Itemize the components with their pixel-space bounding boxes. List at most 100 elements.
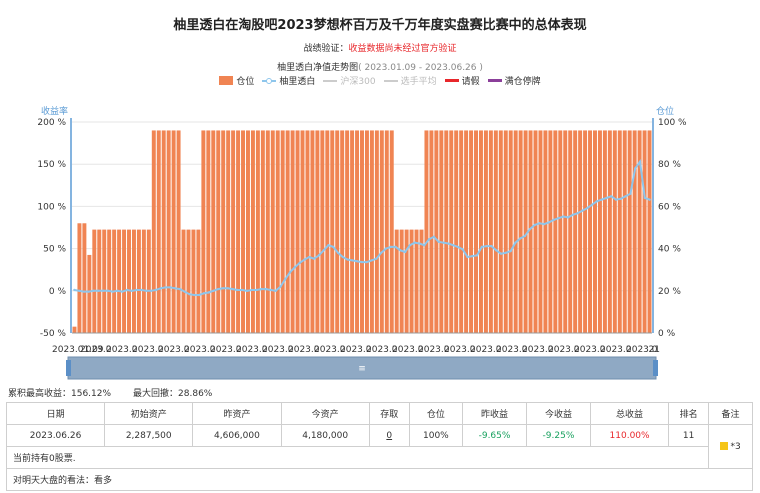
return-point	[82, 290, 86, 293]
table-row: 对明天大盘的看法：看多	[6, 468, 753, 491]
cell-yesterday-return: -9.65%	[462, 424, 527, 447]
position-bar	[622, 130, 627, 333]
position-bar	[523, 130, 528, 333]
range-grip-icon[interactable]: ≡	[358, 364, 366, 374]
position-bar	[186, 229, 191, 333]
position-bar	[310, 130, 315, 333]
return-point	[504, 251, 508, 255]
return-point	[399, 249, 402, 252]
position-bar	[181, 229, 186, 333]
position-bar	[503, 130, 508, 333]
return-point	[130, 289, 134, 292]
position-bar	[82, 223, 87, 333]
cell-rank: 11	[668, 424, 710, 447]
position-bar	[602, 130, 607, 333]
right-tick-label: 40 %	[658, 245, 681, 255]
x-tick-label: 2023.0	[184, 345, 216, 355]
left-tick-label: 150 %	[37, 160, 66, 170]
return-point	[111, 290, 114, 293]
return-point	[308, 255, 311, 259]
return-point	[164, 286, 167, 289]
return-point	[595, 200, 599, 203]
return-point	[298, 261, 301, 265]
position-bar	[127, 229, 131, 333]
position-bar	[275, 130, 280, 333]
position-bar	[280, 130, 285, 333]
position-bar	[573, 130, 578, 333]
return-point	[226, 287, 229, 290]
position-bar	[146, 229, 151, 333]
return-point	[610, 195, 613, 198]
legend-item-position[interactable]: 仓位	[219, 74, 254, 87]
position-bar	[444, 130, 449, 333]
return-point	[552, 218, 555, 222]
position-bar	[498, 130, 503, 333]
range-handle-left[interactable]	[66, 360, 71, 376]
return-point	[600, 198, 603, 201]
return-point	[269, 288, 273, 292]
position-bar	[315, 130, 320, 333]
position-bar	[226, 130, 231, 333]
position-bar	[424, 130, 429, 333]
return-point	[293, 265, 297, 269]
return-point	[562, 215, 565, 218]
position-bar	[72, 326, 77, 333]
table-row: 2023.06.26 2,287,500 4,606,000 4,180,000…	[5, 424, 753, 469]
cell-note[interactable]: *3	[708, 424, 753, 469]
legend-line-swatch	[262, 77, 277, 84]
position-bar	[533, 130, 538, 333]
return-point	[456, 245, 460, 249]
position-bar	[285, 130, 290, 333]
cell-today-return: -9.25%	[526, 424, 591, 447]
legend-item-leave[interactable]: 请假	[444, 74, 480, 87]
return-point	[101, 289, 105, 292]
position-bar	[558, 130, 563, 333]
legend-item-hs300[interactable]: 沪深300	[323, 74, 376, 87]
return-point	[260, 287, 263, 291]
col-header-deposit: 存取	[368, 402, 410, 425]
return-point	[92, 289, 95, 292]
x-tick-label: 2023.0	[574, 345, 606, 355]
return-point	[188, 292, 191, 296]
position-bar	[419, 229, 424, 333]
performance-table: 日期 初始资产 昨资产 今资产 存取 仓位 昨收益 今收益 总收益 排名 备注 …	[5, 402, 753, 491]
return-point	[125, 288, 129, 292]
return-point	[590, 203, 594, 206]
return-point	[140, 288, 143, 292]
return-point	[322, 249, 325, 252]
return-point	[346, 258, 349, 261]
legend-item-returns[interactable]: 柚里透白	[262, 74, 315, 87]
return-point	[173, 287, 177, 290]
position-bar	[360, 130, 364, 333]
position-bar	[588, 130, 593, 333]
return-point	[97, 289, 100, 292]
right-tick-label: 80 %	[658, 160, 681, 170]
return-point	[279, 285, 282, 288]
position-bar	[141, 229, 146, 333]
position-bar	[166, 130, 171, 333]
position-bar	[449, 130, 454, 333]
range-handle-right[interactable]	[653, 360, 658, 376]
position-bar	[221, 130, 226, 333]
verification-status: 战绩验证：收益数据尚未经过官方验证	[0, 41, 760, 54]
return-point	[485, 244, 488, 248]
return-point	[475, 254, 479, 257]
position-bar	[246, 130, 250, 333]
return-point	[303, 258, 306, 261]
right-axis-title: 仓位	[656, 105, 674, 117]
return-point	[202, 292, 206, 295]
chart-subtitle: 柚里透白净值走势图( 2023.01.09 - 2023.06.26 )	[0, 60, 760, 73]
x-tick-label: 2023.0	[522, 345, 554, 355]
legend-item-suspended[interactable]: 满仓停牌	[487, 74, 541, 87]
return-point	[231, 287, 234, 291]
legend-item-average[interactable]: 选手平均	[383, 74, 437, 87]
return-point	[212, 289, 215, 292]
position-bar	[379, 130, 384, 333]
legend-label: 仓位	[236, 77, 255, 87]
position-bar	[374, 130, 379, 333]
max-drawdown: 最大回撤：28.86%	[133, 389, 213, 399]
position-bar	[250, 130, 255, 333]
position-bar	[176, 130, 181, 333]
return-point	[648, 198, 651, 201]
deposit-link[interactable]: 0	[386, 430, 393, 441]
